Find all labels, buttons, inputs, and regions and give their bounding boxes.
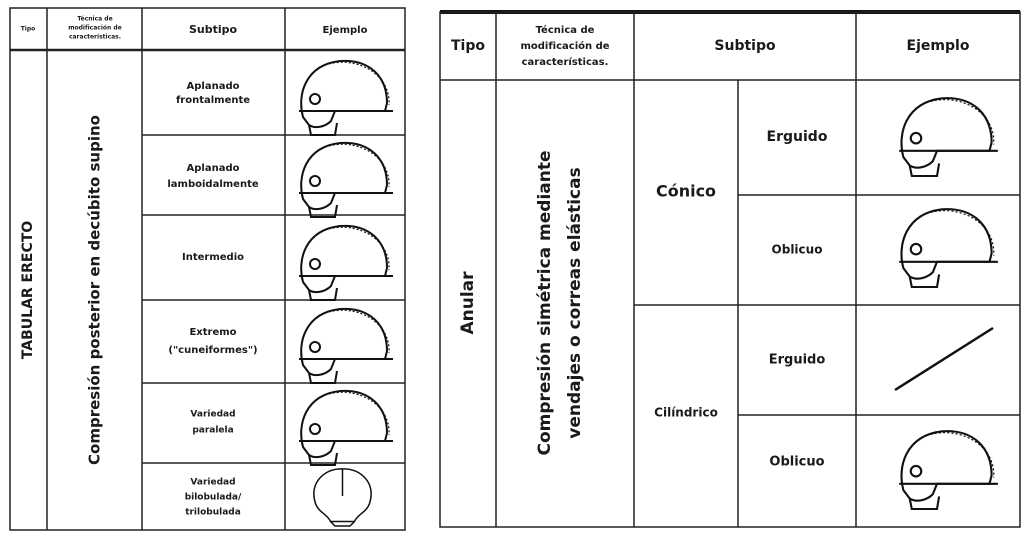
skull-icon <box>298 307 394 384</box>
tecnica: Compresión posterior en decúbito supino <box>86 115 104 465</box>
skull-front-icon <box>313 468 372 527</box>
skull-icon <box>898 208 999 289</box>
subtipo: Extremo <box>189 327 236 338</box>
group: Cilíndrico <box>654 406 718 420</box>
subtipo: Aplanado <box>187 163 240 174</box>
subtipo: trilobulada <box>185 508 241 518</box>
subtipo: Erguido <box>767 129 828 145</box>
subtipo: ("cuneiformes") <box>168 345 257 356</box>
header-cell: Tipo <box>451 38 485 54</box>
header-cell: Ejemplo <box>323 25 368 36</box>
subtipo: Oblicuo <box>772 243 823 257</box>
header-cell: Técnica de <box>536 24 595 36</box>
left-table: Tipo Técnica de modificación de caracter… <box>9 7 406 531</box>
header-cell: Subtipo <box>714 38 776 54</box>
skull-icon <box>298 389 394 466</box>
subtipo: lamboidalmente <box>167 179 258 190</box>
skull-icon <box>898 97 999 178</box>
header-cell: Técnica de <box>77 16 112 23</box>
tecnica: vendajes o correas elásticas <box>565 167 585 438</box>
tipo: TABULAR ERECTO <box>20 221 36 359</box>
group: Cónico <box>656 182 716 201</box>
skull-icon <box>298 224 394 301</box>
header-cell: características. <box>69 34 121 41</box>
table-border <box>9 7 406 531</box>
header-cell: modificación de <box>520 40 609 52</box>
skull-icon <box>298 59 394 136</box>
subtipo: bilobulada/ <box>185 493 242 503</box>
table-border <box>439 11 1021 528</box>
subtipo: Aplanado <box>187 81 240 92</box>
row-lines <box>634 194 1020 416</box>
row-lines <box>142 134 405 464</box>
header-cell: Subtipo <box>189 23 238 36</box>
diagonal-line <box>894 326 994 392</box>
skull-icon <box>898 430 999 511</box>
tipo: Anular <box>458 271 478 335</box>
header-cell: Ejemplo <box>907 38 970 54</box>
subtipo: frontalmente <box>176 95 250 106</box>
right-table: Tipo Técnica de modificación de caracter… <box>439 10 1021 528</box>
subtipo: Intermedio <box>182 252 244 263</box>
header-cell: Tipo <box>21 26 36 33</box>
tecnica: Compresión simétrica mediante <box>535 150 555 455</box>
subtipo: paralela <box>192 426 233 436</box>
skull-icon <box>298 141 394 218</box>
header-cell: modificación de <box>68 25 121 32</box>
header-cell: características. <box>522 56 609 68</box>
subtipo: Oblicuo <box>769 455 824 470</box>
subtipo: Variedad <box>190 478 235 488</box>
subtipo: Erguido <box>769 353 826 368</box>
subtipo: Variedad <box>190 410 235 420</box>
